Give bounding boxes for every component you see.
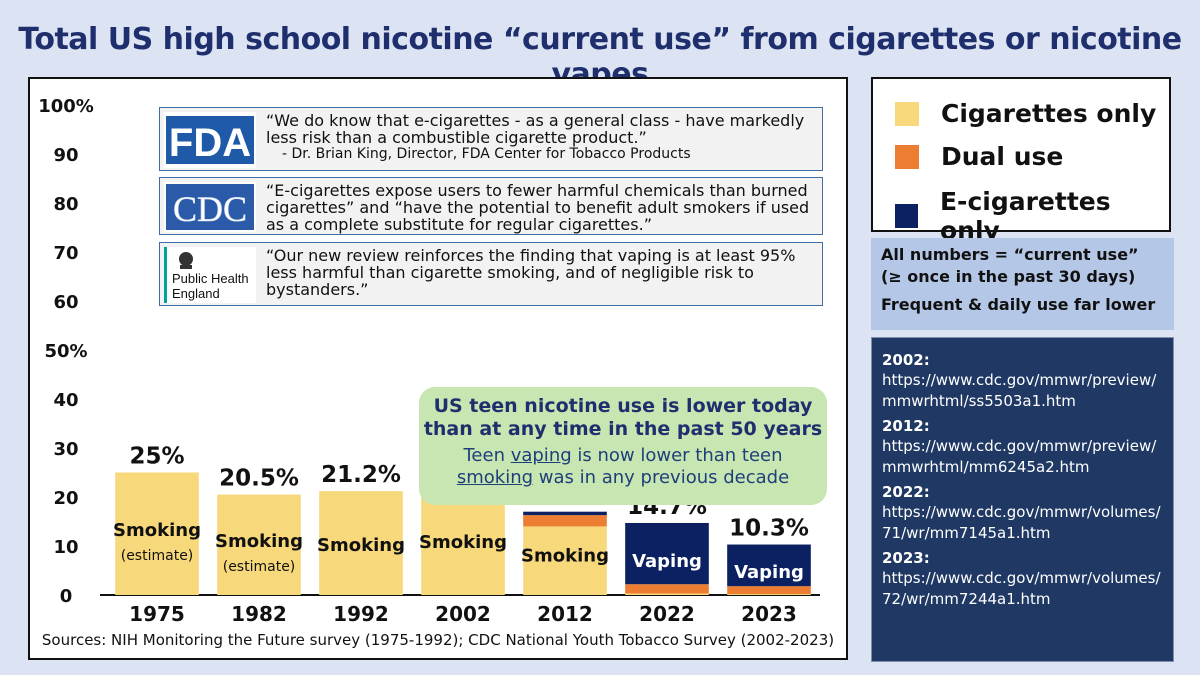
bar-segment-cigarettes-only-1982: [217, 494, 301, 595]
bar-segment-dual-use-2012: [523, 515, 607, 527]
bar-inner-label: Smoking: [317, 535, 405, 556]
x-category-label: 1975: [129, 602, 185, 626]
x-category-label: 2023: [741, 602, 797, 626]
ref-link-2002[interactable]: https://www.cdc.gov/mmwr/preview/mmwrhtm…: [882, 371, 1157, 410]
bar-segment-cigarettes-only-2022: [625, 593, 709, 595]
bar-segment-cigarettes-only-2012: [523, 526, 607, 595]
bar-segment-e-cigarettes-only-2012: [523, 511, 607, 516]
legend-swatch-cigarettes: [895, 101, 919, 126]
ref-year-2002: 2002:: [882, 351, 930, 369]
svg-text:England: England: [172, 286, 220, 301]
stacked-bar-chart: 0 10 20 30 40 50% 60 70 80 90 100% 25% Smoking (estim…: [38, 96, 834, 649]
ref-link-2012[interactable]: https://www.cdc.gov/mmwr/preview/mmwrhtm…: [882, 437, 1157, 476]
x-category-label: 2022: [639, 602, 695, 626]
y-tick-label: 70: [53, 243, 78, 264]
fda-quote-box: FDA “We do know that e-cigarettes - as a…: [159, 107, 823, 171]
phe-quote-box: Public Health England “Our new review re…: [159, 242, 823, 306]
ref-year-2012: 2012:: [882, 417, 930, 435]
fda-logo-text: FDA: [169, 121, 251, 165]
x-category-label: 2012: [537, 602, 593, 626]
bar-inner-label: Smoking: [521, 545, 609, 566]
bar-total-label: 25%: [129, 444, 184, 470]
fda-quote-attribution: - Dr. Brian King, Director, FDA Center f…: [282, 146, 691, 162]
bar-total-label: 20.5%: [219, 466, 299, 492]
fda-quote-text: “We do know that e-cigarettes - as a gen…: [266, 111, 805, 147]
chart-frame: 0 10 20 30 40 50% 60 70 80 90 100% 25% Smoking (estim…: [28, 77, 848, 660]
cdc-quote-box: CDC “E-cigarettes expose users to fewer …: [159, 177, 823, 235]
cdc-quote-text: “E-cigarettes expose users to fewer harm…: [266, 181, 810, 234]
bar-segment-e-cigarettes-only-2023: [727, 544, 811, 587]
y-tick-label: 90: [53, 145, 78, 166]
legend-swatch-ecig: [895, 204, 918, 228]
callout-body: Teen vaping is now lower than teen smoki…: [456, 445, 790, 488]
phe-quote-text: “Our new review reinforces the finding t…: [266, 246, 796, 299]
bar-inner-sublabel: (estimate): [223, 559, 296, 575]
y-tick-label: 40: [53, 390, 78, 411]
public-health-england-logo: Public Health England: [164, 247, 256, 303]
bar-inner-label: Vaping: [734, 562, 804, 583]
bar-segment-cigarettes-only-2023: [727, 594, 811, 595]
y-tick-label: 10: [53, 537, 78, 558]
bar-inner-label: Smoking: [113, 520, 201, 541]
bar-inner-label: Vaping: [632, 551, 702, 572]
bar-total-label: 21.2%: [321, 462, 401, 488]
ref-link-2022[interactable]: https://www.cdc.gov/mmwr/volumes/71/wr/m…: [882, 503, 1161, 542]
bar-segment-dual-use-2023: [727, 586, 811, 595]
bar-segment-e-cigarettes-only-2022: [625, 522, 709, 585]
bar-inner-sublabel: (estimate): [121, 548, 194, 564]
y-tick-label: 30: [53, 439, 78, 460]
callout-vaping: vaping: [510, 445, 572, 466]
y-tick-label: 100%: [38, 96, 94, 117]
legend-item-ecig-only: E-cigarettes only: [895, 187, 1169, 245]
cdc-logo-text: CDC: [173, 189, 247, 229]
definition-note: All numbers = “current use” (≥ once in t…: [871, 238, 1174, 330]
bar-segment-cigarettes-only-1975: [115, 472, 199, 595]
legend-item-cigarettes-only: Cigarettes only: [895, 99, 1156, 128]
callout-headline-line1: US teen nicotine use is lower today: [433, 395, 813, 417]
legend-swatch-dual: [895, 144, 919, 169]
y-tick-label: 80: [53, 194, 78, 215]
references-panel: 2002: https://www.cdc.gov/mmwr/preview/m…: [871, 337, 1174, 662]
ref-year-2022: 2022:: [882, 483, 930, 501]
bar-inner-label: Smoking: [419, 532, 507, 553]
y-tick-label: 50%: [44, 341, 87, 362]
y-tick-label: 20: [53, 488, 78, 509]
svg-text:Public Health: Public Health: [172, 271, 249, 286]
x-category-label: 2002: [435, 602, 491, 626]
x-category-label: 1992: [333, 602, 389, 626]
callout-headline-line2: than at any time in the past 50 years: [423, 418, 823, 440]
callout-smoking: smoking: [456, 467, 534, 488]
y-tick-label: 60: [53, 292, 78, 313]
bar-inner-label: Smoking: [215, 531, 303, 552]
bar-segment-dual-use-2022: [625, 584, 709, 594]
y-tick-label: 0: [60, 586, 73, 607]
legend-item-dual-use: Dual use: [895, 142, 1063, 171]
x-category-label: 1982: [231, 602, 287, 626]
page-title: Total US high school nicotine “current u…: [18, 22, 1182, 92]
legend: Cigarettes only Dual use E-cigarettes on…: [871, 77, 1171, 245]
cdc-logo: CDC: [164, 182, 256, 232]
bar-total-label: 10.3%: [729, 516, 809, 542]
fda-logo: FDA: [164, 112, 256, 168]
callout-box: US teen nicotine use is lower today than…: [419, 387, 827, 505]
sources-text: Sources: NIH Monitoring the Future surve…: [42, 631, 834, 649]
bar-segment-cigarettes-only-1992: [319, 491, 403, 595]
ref-year-2023: 2023:: [882, 549, 930, 567]
ref-link-2023[interactable]: https://www.cdc.gov/mmwr/volumes/72/wr/m…: [882, 569, 1161, 608]
